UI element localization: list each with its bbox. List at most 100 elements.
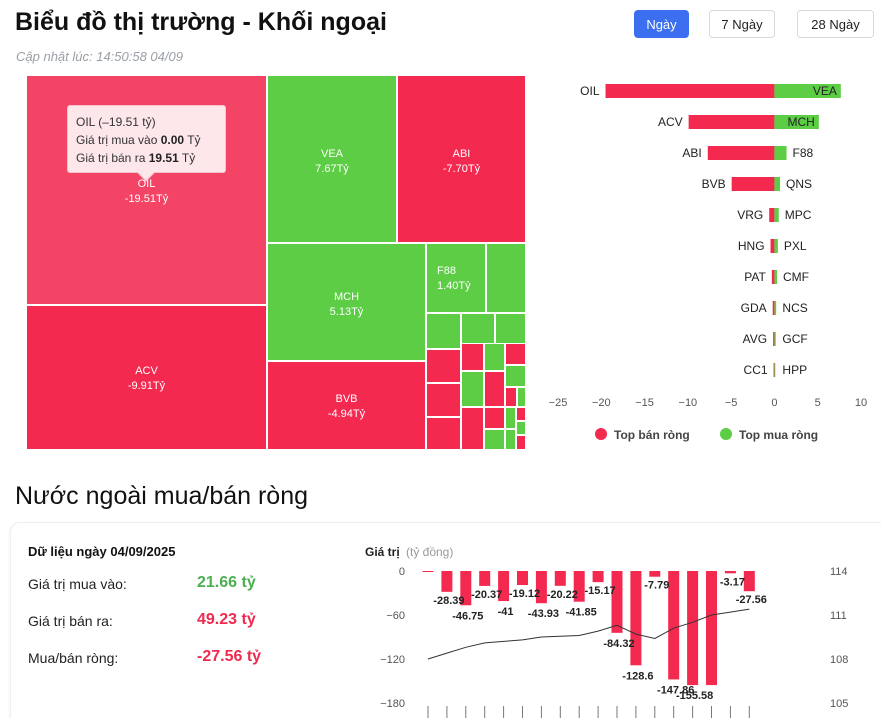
treemap-label: F88 1.40Tỷ: [437, 265, 471, 292]
x-tick: [729, 706, 731, 718]
buy-bar: [774, 363, 776, 377]
treemap-cell-small[interactable]: [461, 407, 484, 450]
sell-bar: [772, 301, 775, 315]
sell-bar-label: GDA: [741, 301, 767, 315]
bar-value-label: -128.6: [622, 670, 653, 682]
sell-bar: [773, 363, 775, 377]
treemap-cell-small[interactable]: [516, 407, 526, 421]
buy-bar-label: MCH: [788, 115, 815, 129]
y-tick-label: 0: [399, 566, 405, 578]
treemap-cell-small[interactable]: [484, 371, 505, 407]
legend-sell-marker: [595, 428, 607, 440]
y2-tick-label: 114: [830, 566, 848, 578]
treemap-cell-small[interactable]: [426, 383, 461, 417]
treemap-cell-small[interactable]: [461, 343, 484, 371]
y2-tick-label: 111: [830, 610, 847, 622]
treemap-label: BVB -4.94Tỷ: [327, 393, 366, 420]
x-tick: [692, 706, 694, 718]
x-tick-label: −15: [635, 397, 654, 409]
bar-value-label: -15.17: [584, 585, 615, 597]
treemap-cell-small[interactable]: [426, 417, 461, 450]
bar-value-label: -43.93: [528, 608, 559, 620]
net-combo-chart: Giá trị (tỷ đồng)0 −60 −120 −180 114 111 108 105…: [365, 545, 848, 718]
bar-value-label: -155.58: [676, 690, 713, 702]
x-tick: [484, 706, 486, 718]
treemap-cell-small[interactable]: [426, 349, 461, 383]
y-tick-label: −60: [386, 610, 405, 622]
sell-bar-label: OIL: [580, 84, 600, 98]
x-tick: [578, 706, 580, 718]
legend-buy-label: Top mua ròng: [739, 428, 818, 442]
treemap-cell-small[interactable]: [505, 365, 526, 387]
buy-bar-label: CMF: [783, 270, 809, 284]
treemap-cell-small[interactable]: [486, 243, 526, 313]
sell-bar-label: PAT: [744, 270, 766, 284]
net-bar: [554, 571, 566, 586]
y2-tick-label: 105: [830, 698, 848, 710]
treemap-cell-mch[interactable]: MCH 5.13Tỷ: [267, 243, 426, 361]
treemap-cell-small[interactable]: [484, 343, 505, 371]
treemap-cell-small[interactable]: [484, 429, 505, 450]
treemap-cell-bvb[interactable]: BVB -4.94Tỷ: [267, 361, 426, 450]
treemap-cell-small[interactable]: [517, 387, 526, 407]
treemap-cell-f88[interactable]: F88 1.40Tỷ: [426, 243, 486, 313]
x-tick: [635, 706, 637, 718]
tab-28-days[interactable]: 28 Ngày: [797, 10, 874, 38]
net-bar: [517, 571, 528, 586]
x-tick: [559, 706, 561, 718]
bar-value-label: -28.39: [433, 595, 464, 607]
treemap-cell-small[interactable]: [505, 387, 517, 407]
net-summary-card: [10, 522, 881, 718]
buy-bar: [774, 146, 787, 160]
buy-label: Giá trị mua vào:: [28, 576, 127, 592]
sell-label: Giá trị bán ra:: [28, 613, 113, 629]
sell-bar: [773, 332, 775, 346]
sell-bar-label: CC1: [744, 363, 768, 377]
treemap-cell-small[interactable]: [516, 435, 526, 450]
treemap-label: ACV -9.91Tỷ: [127, 365, 166, 392]
sell-bar: [770, 239, 775, 253]
treemap-cell-small[interactable]: [505, 407, 516, 429]
x-tick: [616, 706, 618, 718]
x-tick: [427, 706, 429, 718]
buy-bar: [774, 239, 778, 253]
x-tick: [597, 706, 599, 718]
bar-value-label: -19.12: [509, 588, 540, 600]
bar-value-label: -84.32: [603, 638, 634, 650]
tab-day[interactable]: Ngày: [634, 10, 689, 38]
x-tick-label: −5: [725, 397, 738, 409]
x-tick: [446, 706, 448, 718]
x-tick: [522, 706, 523, 718]
net-bar: [592, 571, 604, 583]
x-tick-label: −25: [549, 397, 568, 409]
tab-7-days[interactable]: 7 Ngày: [709, 10, 775, 38]
buy-bar-label: GCF: [782, 332, 807, 346]
net-bar: [535, 571, 547, 604]
x-tick: [503, 706, 505, 718]
treemap-cell-small[interactable]: [426, 313, 461, 349]
treemap-cell-small[interactable]: [461, 371, 484, 407]
treemap-cell-acv[interactable]: ACV -9.91Tỷ: [26, 305, 267, 450]
treemap-cell-small[interactable]: [505, 343, 526, 365]
buy-bar-label: HPP: [782, 363, 807, 377]
treemap-cell-small[interactable]: [484, 407, 505, 429]
net-bar: [687, 571, 699, 686]
buy-bar: [774, 332, 776, 346]
x-tick: [540, 706, 542, 718]
treemap-cell-oil[interactable]: OIL -19.51Tỷ: [26, 75, 267, 305]
treemap-cell-abi[interactable]: ABI -7.70Tỷ: [397, 75, 526, 243]
sell-bar: [769, 208, 775, 222]
x-tick-label: −20: [592, 397, 611, 409]
updated-time: Cập nhật lúc: 14:50:58 04/09: [16, 49, 183, 64]
sell-bar-label: VRG: [737, 208, 763, 222]
page-title: Biểu đồ thị trường - Khối ngoại: [15, 8, 387, 36]
treemap-cell-vea[interactable]: VEA 7.67Tỷ: [267, 75, 397, 243]
sell-bar-label: BVB: [702, 177, 726, 191]
treemap-cell-small[interactable]: [516, 421, 526, 435]
treemap-cell-small[interactable]: [505, 429, 516, 450]
section-title-net: Nước ngoài mua/bán ròng: [15, 482, 309, 510]
net-bar: [668, 571, 680, 680]
x-tick: [465, 706, 467, 718]
x-tick-label: −10: [679, 397, 698, 409]
bar-value-label: -41.85: [566, 607, 597, 619]
